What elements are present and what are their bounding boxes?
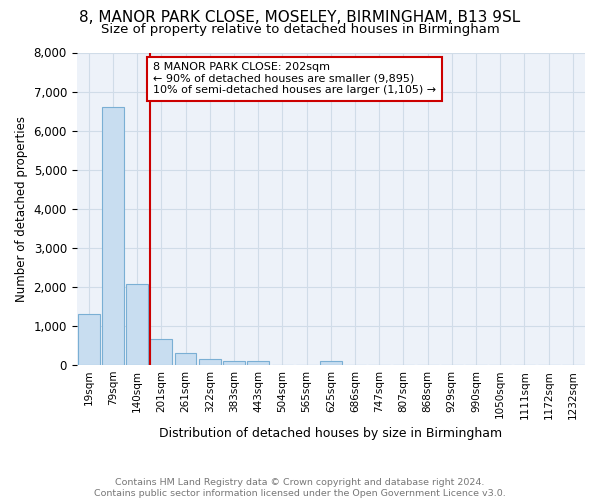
Bar <box>126 284 148 365</box>
Y-axis label: Number of detached properties: Number of detached properties <box>15 116 28 302</box>
Bar <box>247 361 269 365</box>
Bar <box>320 361 342 365</box>
Bar <box>102 107 124 365</box>
Bar <box>199 359 221 365</box>
Text: 8 MANOR PARK CLOSE: 202sqm
← 90% of detached houses are smaller (9,895)
10% of s: 8 MANOR PARK CLOSE: 202sqm ← 90% of deta… <box>153 62 436 96</box>
Text: Size of property relative to detached houses in Birmingham: Size of property relative to detached ho… <box>101 22 499 36</box>
Bar <box>223 361 245 365</box>
Bar <box>175 353 196 365</box>
X-axis label: Distribution of detached houses by size in Birmingham: Distribution of detached houses by size … <box>159 427 502 440</box>
Text: Contains HM Land Registry data © Crown copyright and database right 2024.
Contai: Contains HM Land Registry data © Crown c… <box>94 478 506 498</box>
Text: 8, MANOR PARK CLOSE, MOSELEY, BIRMINGHAM, B13 9SL: 8, MANOR PARK CLOSE, MOSELEY, BIRMINGHAM… <box>79 10 521 25</box>
Bar <box>78 314 100 365</box>
Bar <box>151 340 172 365</box>
